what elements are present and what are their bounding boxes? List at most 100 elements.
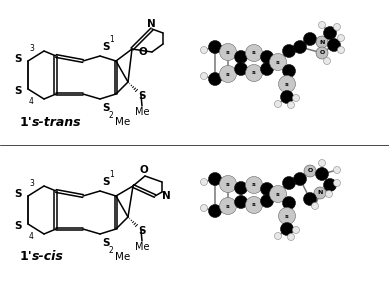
Circle shape (287, 234, 294, 240)
Circle shape (314, 187, 326, 199)
Circle shape (333, 179, 340, 186)
Text: s: s (252, 71, 256, 75)
Circle shape (282, 45, 296, 58)
Circle shape (200, 205, 207, 212)
Circle shape (287, 101, 294, 108)
Circle shape (312, 203, 319, 210)
Circle shape (219, 197, 237, 214)
Text: N: N (317, 190, 323, 195)
Text: s: s (285, 214, 289, 218)
Circle shape (328, 38, 340, 51)
Circle shape (245, 197, 263, 214)
Circle shape (261, 182, 273, 195)
Text: 4: 4 (29, 97, 34, 106)
Circle shape (245, 45, 263, 62)
Text: s: s (276, 192, 280, 197)
Circle shape (219, 175, 237, 192)
Circle shape (200, 47, 207, 53)
Circle shape (333, 23, 340, 31)
Circle shape (280, 90, 293, 103)
Text: 3: 3 (29, 44, 34, 53)
Circle shape (293, 95, 300, 101)
Circle shape (279, 75, 296, 92)
Text: 1': 1' (20, 116, 33, 129)
Circle shape (261, 194, 273, 208)
Text: S: S (14, 86, 22, 96)
Text: S: S (138, 91, 146, 101)
Text: s: s (226, 49, 230, 55)
Circle shape (279, 208, 296, 225)
Circle shape (324, 27, 336, 40)
Circle shape (282, 177, 296, 190)
Text: s: s (226, 71, 230, 77)
Text: Me: Me (135, 107, 149, 117)
Text: Me: Me (115, 252, 130, 262)
Circle shape (235, 181, 247, 194)
Text: S: S (138, 226, 146, 236)
Circle shape (219, 66, 237, 82)
Text: S: S (14, 221, 22, 231)
Text: 4: 4 (29, 232, 34, 241)
Text: 1': 1' (20, 251, 33, 264)
Circle shape (316, 47, 328, 59)
Circle shape (200, 179, 207, 186)
Circle shape (219, 44, 237, 60)
Circle shape (303, 192, 317, 205)
Circle shape (245, 177, 263, 194)
Text: s: s (252, 182, 256, 188)
Text: O: O (319, 51, 325, 55)
Circle shape (338, 47, 345, 53)
Text: Me: Me (135, 242, 149, 252)
Circle shape (209, 40, 221, 53)
Circle shape (209, 205, 221, 218)
Circle shape (245, 64, 263, 81)
Text: N: N (147, 19, 155, 29)
Circle shape (200, 73, 207, 79)
Text: 3: 3 (29, 179, 34, 188)
Text: 1: 1 (109, 35, 114, 44)
Text: 2: 2 (109, 111, 114, 120)
Text: N: N (319, 40, 325, 45)
Text: S: S (102, 103, 109, 113)
Circle shape (275, 232, 282, 240)
Text: S: S (102, 177, 109, 187)
Text: S: S (102, 238, 109, 248)
Circle shape (324, 179, 336, 192)
Circle shape (261, 51, 273, 64)
Circle shape (319, 160, 326, 166)
Text: s-trans: s-trans (32, 116, 82, 129)
Text: s-cis: s-cis (32, 251, 64, 264)
Circle shape (293, 227, 300, 234)
Circle shape (235, 195, 247, 208)
Text: O: O (140, 165, 148, 175)
Text: 1: 1 (109, 170, 114, 179)
Circle shape (319, 21, 326, 29)
Circle shape (270, 53, 287, 71)
Circle shape (209, 173, 221, 186)
Text: O: O (138, 47, 147, 57)
Circle shape (293, 40, 307, 53)
Circle shape (316, 36, 328, 48)
Text: Me: Me (115, 117, 130, 127)
Circle shape (304, 165, 316, 177)
Text: S: S (14, 54, 22, 64)
Circle shape (303, 32, 317, 45)
Circle shape (333, 166, 340, 173)
Circle shape (261, 62, 273, 75)
Circle shape (280, 223, 293, 236)
Text: S: S (102, 42, 109, 52)
Circle shape (282, 197, 296, 210)
Circle shape (270, 186, 287, 203)
Text: s: s (252, 203, 256, 208)
Circle shape (235, 51, 247, 64)
Text: O: O (307, 168, 313, 173)
Circle shape (324, 58, 331, 64)
Text: s: s (252, 51, 256, 55)
Circle shape (315, 168, 328, 181)
Text: s: s (226, 203, 230, 208)
Circle shape (282, 64, 296, 77)
Text: N: N (162, 191, 171, 201)
Text: S: S (14, 189, 22, 199)
Circle shape (338, 34, 345, 42)
Text: s: s (285, 81, 289, 86)
